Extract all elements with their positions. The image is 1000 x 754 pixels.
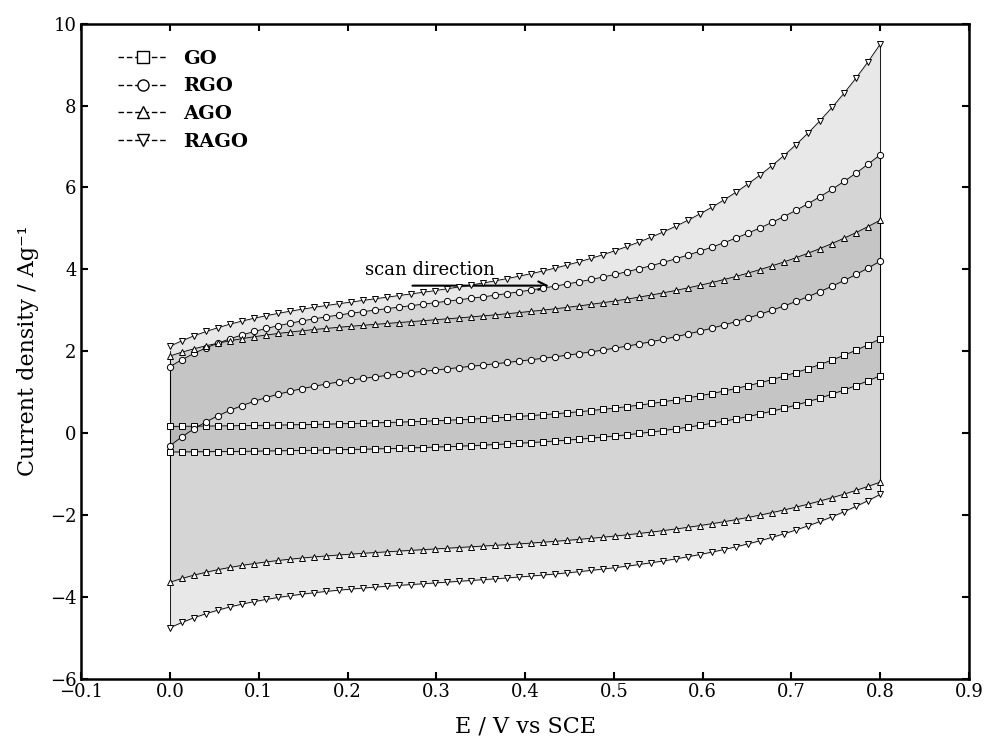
Text: scan direction: scan direction [365, 262, 495, 280]
Y-axis label: Current density / Ag⁻¹: Current density / Ag⁻¹ [17, 225, 39, 477]
X-axis label: E / V vs SCE: E / V vs SCE [455, 716, 596, 737]
Legend: GO, RGO, AGO, RAGO: GO, RGO, AGO, RAGO [109, 40, 257, 161]
